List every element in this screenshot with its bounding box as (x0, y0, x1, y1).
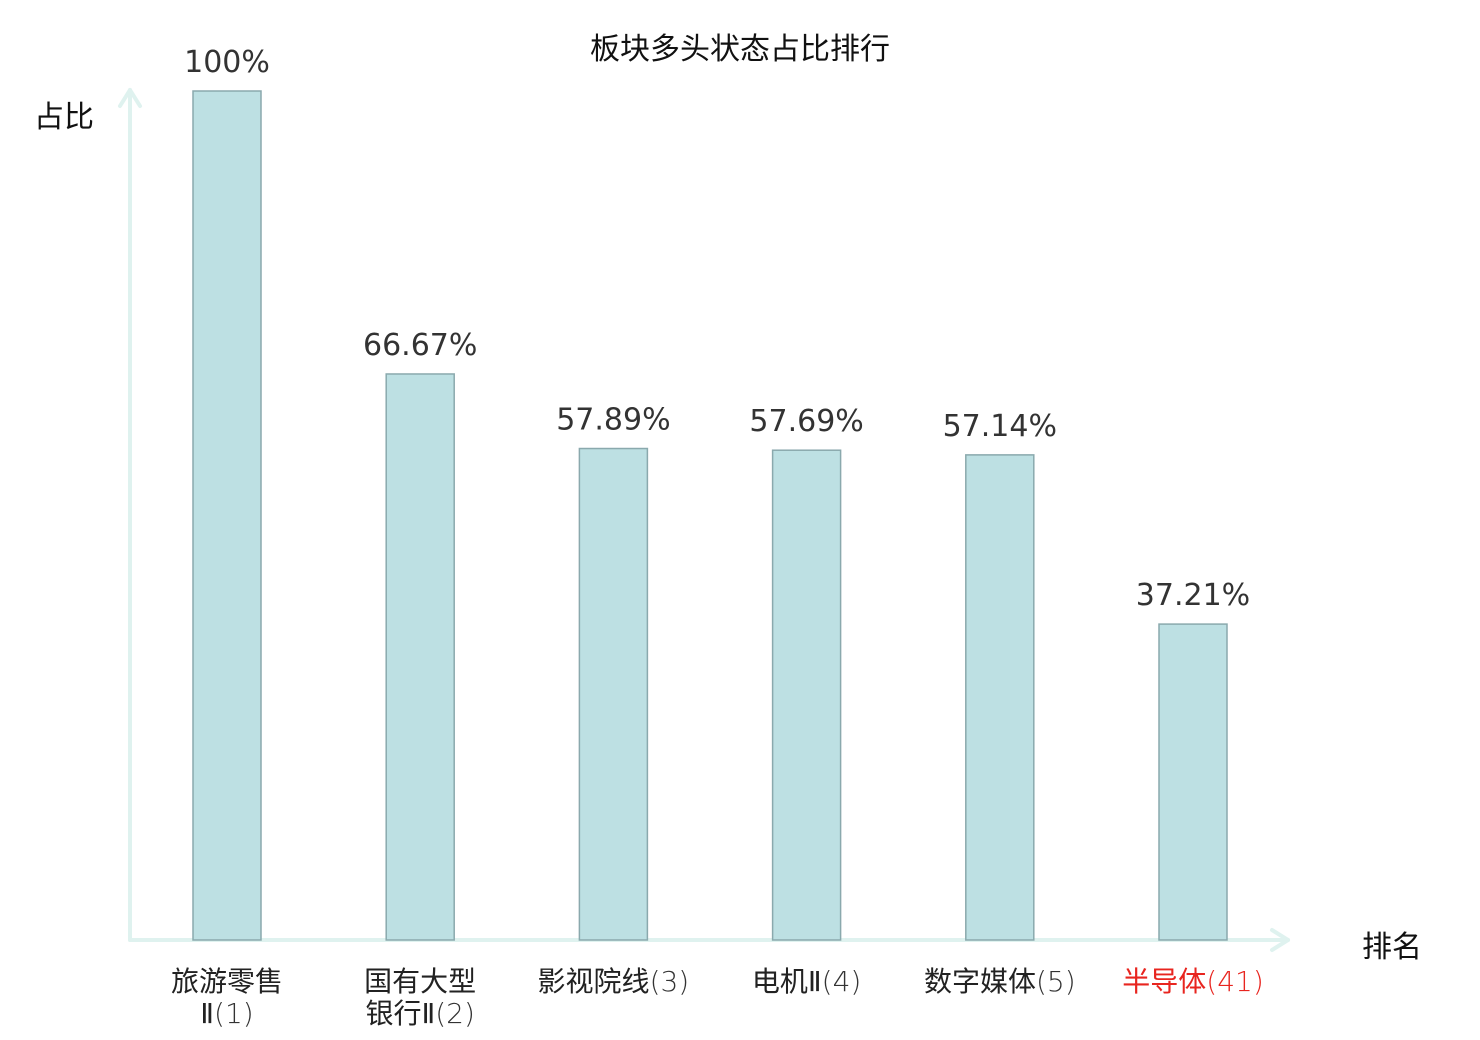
x-tick-rank: (1) (214, 997, 254, 1030)
bar (965, 454, 1035, 941)
x-tick-label: 数字媒体(5) (905, 966, 1095, 998)
x-tick-name: 国有大型 (364, 965, 477, 998)
x-tick-label: 影视院线(3) (518, 966, 708, 998)
x-tick-name: 影视院线 (537, 965, 650, 998)
value-labels: 100% 66.67% 57.89% 57.69% 57.14% 37.21% (184, 45, 1250, 613)
x-tick-name: 银行Ⅱ (365, 997, 436, 1030)
bar (771, 449, 842, 941)
x-tick-rank: (2) (435, 997, 475, 1030)
x-tick-rank: (5) (1035, 965, 1076, 998)
x-axis-arrow-bottom (1270, 938, 1290, 952)
x-tick-label: 电机Ⅱ(4) (712, 966, 902, 998)
x-tick-label: 半导体(41) (1098, 966, 1288, 998)
x-tick-label: 国有大型 银行Ⅱ(2) (325, 966, 515, 1030)
data-label: 57.69% (749, 404, 863, 439)
x-tick-rank: (4) (821, 965, 862, 998)
bar (1158, 623, 1228, 941)
y-axis-label: 占比 (34, 100, 94, 135)
x-tick-name: 半导体 (1122, 965, 1207, 998)
x-tick-label: 旅游零售 Ⅱ(1) (132, 966, 322, 1030)
x-axis-label: 排名 (1362, 930, 1422, 965)
x-axis-arrow-top (1270, 928, 1290, 942)
axes (118, 88, 1290, 952)
data-label: 100% (184, 45, 270, 80)
bar (385, 373, 455, 941)
y-axis-arrow-right (128, 88, 142, 108)
data-label: 57.89% (556, 403, 670, 438)
data-label: 57.14% (943, 409, 1057, 444)
x-tick-name: Ⅱ (200, 997, 215, 1030)
x-tick-name: 电机Ⅱ (751, 965, 822, 998)
x-tick-name: 旅游零售 (170, 965, 283, 998)
bar (578, 447, 649, 941)
data-label: 66.67% (363, 328, 477, 363)
bars (192, 90, 1228, 941)
y-axis-arrow-left (118, 88, 132, 108)
x-tick-rank: (3) (649, 965, 690, 998)
x-tick-rank: (41) (1206, 965, 1264, 998)
bar (192, 90, 262, 941)
x-tick-name: 数字媒体 (923, 965, 1036, 998)
chart-title: 板块多头状态占比排行 (590, 32, 890, 67)
data-label: 37.21% (1136, 578, 1250, 613)
